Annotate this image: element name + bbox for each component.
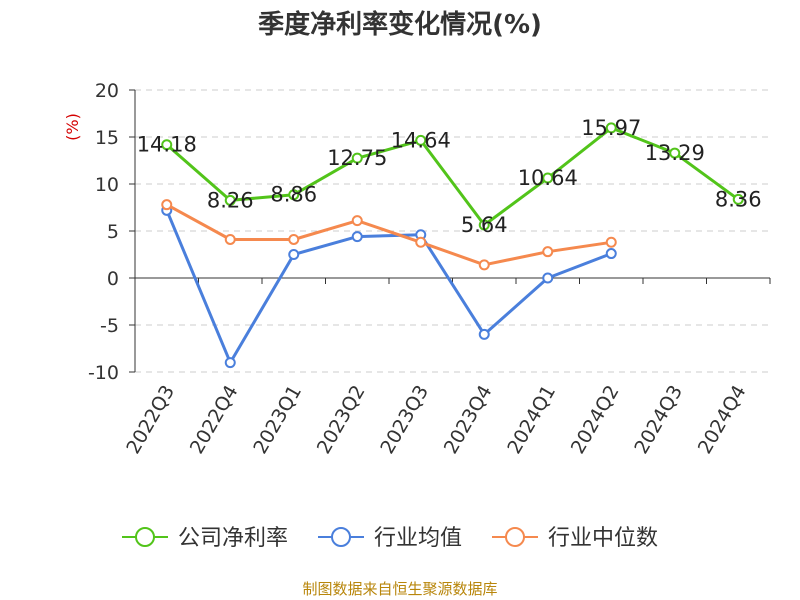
data-label: 5.64: [461, 213, 508, 237]
legend-label: 行业中位数: [548, 526, 658, 551]
x-tick-label: 2024Q2: [567, 382, 624, 458]
data-point[interactable]: [224, 233, 236, 245]
data-point[interactable]: [351, 215, 363, 227]
chart-title: 季度净利率变化情况(%): [258, 9, 542, 40]
y-tick-labels: 20 15 10 5 0 -5 -10: [88, 80, 119, 384]
data-point[interactable]: [542, 272, 554, 284]
x-tick-label: 2024Q4: [694, 382, 751, 458]
x-tick-label: 2023Q3: [376, 382, 433, 458]
data-label: 8.26: [207, 188, 254, 212]
legend-item-0[interactable]: 公司净利率: [122, 526, 288, 551]
data-point[interactable]: [605, 122, 617, 134]
data-point[interactable]: [224, 357, 236, 369]
data-label: 12.75: [327, 146, 387, 170]
series-2: [161, 199, 617, 271]
y-tick-label: -10: [88, 362, 119, 384]
y-tick-label: 15: [95, 127, 119, 149]
data-point[interactable]: [478, 219, 490, 231]
data-point[interactable]: [161, 139, 173, 151]
legend-item-2[interactable]: 行业中位数: [492, 526, 658, 551]
x-tick-label: 2023Q4: [440, 382, 497, 458]
y-tick-label: 20: [95, 80, 119, 102]
series-line: [165, 126, 740, 227]
legend-item-1[interactable]: 行业均值: [318, 526, 462, 551]
y-axis-label: (%): [63, 113, 82, 141]
data-point[interactable]: [605, 236, 617, 248]
data-point[interactable]: [288, 233, 300, 245]
axes: [129, 89, 771, 373]
data-point[interactable]: [732, 193, 744, 205]
data-point[interactable]: [224, 194, 236, 206]
data-label: 8.36: [715, 187, 762, 211]
y-tick-label: 0: [107, 268, 119, 290]
series-0: [161, 122, 744, 231]
data-point[interactable]: [351, 231, 363, 243]
data-point[interactable]: [415, 134, 427, 146]
series-line: [165, 209, 612, 365]
grid-lines: [135, 89, 770, 373]
data-label: 14.64: [391, 128, 451, 152]
data-point[interactable]: [542, 246, 554, 258]
data-point[interactable]: [605, 248, 617, 260]
legend-label: 公司净利率: [178, 526, 288, 551]
series-1: [161, 204, 617, 369]
data-point[interactable]: [478, 328, 490, 340]
data-point[interactable]: [351, 152, 363, 164]
data-point[interactable]: [415, 236, 427, 248]
data-point[interactable]: [161, 199, 173, 211]
data-point[interactable]: [669, 147, 681, 159]
data-label: 10.64: [518, 166, 578, 190]
y-tick-label: 10: [95, 174, 119, 196]
legend-label: 行业均值: [374, 526, 462, 551]
x-tick-label: 2023Q1: [249, 382, 306, 458]
x-tick-label: 2024Q3: [630, 382, 687, 458]
data-label: 13.29: [645, 141, 705, 165]
legend-marker: [505, 527, 525, 547]
legend-marker: [135, 527, 155, 547]
legend-marker: [331, 527, 351, 547]
data-point[interactable]: [288, 249, 300, 260]
x-tick-labels: 2022Q3 2022Q4 2023Q1 2023Q2 2023Q3 2023Q4 2024…: [122, 382, 750, 458]
series-line: [166, 203, 612, 267]
data-point[interactable]: [542, 172, 554, 184]
source-note: 制图数据来自恒生聚源数据库: [302, 580, 497, 598]
x-tick-label: 2023Q2: [313, 382, 370, 458]
data-point[interactable]: [288, 189, 300, 201]
x-tick-label: 2022Q4: [186, 382, 243, 458]
x-tick-label: 2022Q3: [122, 382, 179, 458]
data-label: 8.86: [270, 183, 317, 207]
y-tick-label: 5: [107, 221, 119, 243]
data-point[interactable]: [478, 259, 490, 271]
legend[interactable]: 公司净利率 行业均值 行业中位数: [122, 526, 658, 551]
data-label: 14.18: [137, 133, 197, 157]
data-label: 15.97: [581, 116, 641, 140]
y-tick-label: -5: [100, 315, 119, 337]
x-tick-label: 2024Q1: [503, 382, 560, 458]
series-group: [161, 122, 744, 369]
